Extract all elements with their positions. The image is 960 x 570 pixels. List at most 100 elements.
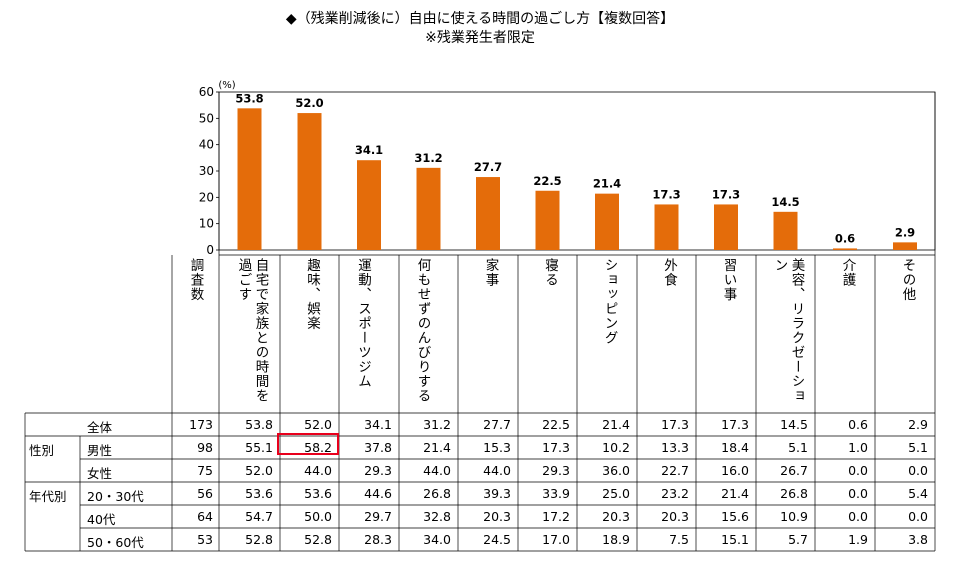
data-cell: 58.2 <box>304 440 332 455</box>
data-cell: 10.9 <box>780 509 808 524</box>
bar-value-label: 52.0 <box>295 96 323 110</box>
count-cell: 98 <box>197 440 213 455</box>
data-cell: 53.6 <box>304 486 332 501</box>
count-cell: 56 <box>197 486 213 501</box>
data-cell: 52.0 <box>304 417 332 432</box>
data-cell: 25.0 <box>602 486 630 501</box>
bar-value-label: 34.1 <box>355 143 383 157</box>
data-cell: 0.0 <box>848 509 868 524</box>
data-cell: 20.3 <box>483 509 511 524</box>
bar <box>535 190 560 250</box>
data-cell: 22.7 <box>661 463 689 478</box>
group-label: 性別 <box>29 443 55 458</box>
data-cell: 17.3 <box>542 440 570 455</box>
category-header: 運動、スポーツジム <box>355 258 371 389</box>
bar <box>416 167 441 250</box>
count-cell: 173 <box>189 417 213 432</box>
data-cell: 26.8 <box>423 486 451 501</box>
data-cell: 27.7 <box>483 417 511 432</box>
data-cell: 52.8 <box>245 532 273 547</box>
data-cell: 17.3 <box>721 417 749 432</box>
row-label: 40代 <box>87 512 116 527</box>
data-cell: 34.1 <box>364 417 392 432</box>
data-cell: 34.0 <box>423 532 451 547</box>
bar <box>893 242 917 250</box>
group-label: 年代別 <box>29 489 67 504</box>
category-header: 美容、リラクゼーション <box>771 258 805 403</box>
data-cell: 20.3 <box>661 509 689 524</box>
data-cell: 14.5 <box>780 417 808 432</box>
data-cell: 0.0 <box>848 463 868 478</box>
row-label: 全体 <box>87 420 113 435</box>
row-label: 男性 <box>87 443 113 458</box>
data-cell: 37.8 <box>364 440 392 455</box>
bar-value-label: 17.3 <box>712 187 740 201</box>
count-cell: 64 <box>197 509 213 524</box>
category-header: 介護 <box>839 258 856 287</box>
data-cell: 10.2 <box>602 440 630 455</box>
data-cell: 13.3 <box>661 440 689 455</box>
data-cell: 53.8 <box>245 417 273 432</box>
data-cell: 5.1 <box>788 440 808 455</box>
count-header: 調査数 <box>187 258 204 302</box>
bar-value-label: 31.2 <box>414 151 442 165</box>
count-cell: 75 <box>197 463 213 478</box>
bar-value-label: 17.3 <box>652 187 680 201</box>
chart-title: ◆（残業削減後に）自由に使える時間の過ごし方【複数回答】 <box>285 11 675 27</box>
data-cell: 22.5 <box>542 417 570 432</box>
data-cell: 15.6 <box>721 509 749 524</box>
highlight-box <box>277 433 339 455</box>
data-cell: 21.4 <box>721 486 749 501</box>
data-cell: 0.0 <box>908 509 928 524</box>
bar <box>773 211 798 250</box>
row-label: 女性 <box>87 466 113 481</box>
data-cell: 28.3 <box>364 532 392 547</box>
data-cell: 21.4 <box>423 440 451 455</box>
y-tick-label: 30 <box>199 164 214 178</box>
category-header: その他 <box>899 258 916 302</box>
bar-value-label: 22.5 <box>533 174 561 188</box>
data-cell: 54.7 <box>245 509 273 524</box>
data-cell: 39.3 <box>483 486 511 501</box>
data-cell: 5.4 <box>908 486 928 501</box>
bar <box>833 248 857 250</box>
y-tick-label: 20 <box>199 190 214 204</box>
data-cell: 2.9 <box>908 417 928 432</box>
bar <box>714 204 738 250</box>
data-cell: 55.1 <box>245 440 273 455</box>
bar <box>595 193 619 250</box>
data-cell: 15.1 <box>721 532 749 547</box>
category-header: 何もせずのんびりする <box>414 258 431 403</box>
bar-value-label: 53.8 <box>235 91 263 105</box>
row-label: 50・60代 <box>87 535 144 550</box>
data-cell: 32.8 <box>423 509 451 524</box>
category-header: 趣味、娯楽 <box>304 258 320 331</box>
bar <box>357 160 381 250</box>
data-cell: 23.2 <box>661 486 689 501</box>
bar-value-label: 21.4 <box>593 177 621 191</box>
data-cell: 52.8 <box>304 532 332 547</box>
bar <box>237 108 262 251</box>
plot-frame <box>218 91 936 251</box>
data-cell: 52.0 <box>245 463 273 478</box>
chart-subtitle: ※残業発生者限定 <box>425 30 535 46</box>
data-cell: 0.6 <box>848 417 868 432</box>
y-tick-label: 60 <box>199 85 214 99</box>
y-tick-label: 40 <box>199 138 214 152</box>
data-cell: 29.3 <box>542 463 570 478</box>
data-cell: 44.0 <box>483 463 511 478</box>
data-cell: 15.3 <box>483 440 511 455</box>
data-cell: 44.6 <box>364 486 392 501</box>
data-cell: 29.7 <box>364 509 392 524</box>
data-cell: 36.0 <box>602 463 630 478</box>
data-cell: 29.3 <box>364 463 392 478</box>
data-cell: 24.5 <box>483 532 511 547</box>
data-cell: 1.9 <box>848 532 868 547</box>
data-cell: 18.9 <box>602 532 630 547</box>
data-cell: 17.0 <box>542 532 570 547</box>
category-header: ショッピング <box>601 258 618 345</box>
data-cell: 5.7 <box>788 532 808 547</box>
data-cell: 33.9 <box>542 486 570 501</box>
y-tick-label: 10 <box>199 217 214 231</box>
data-cell: 50.0 <box>304 509 332 524</box>
